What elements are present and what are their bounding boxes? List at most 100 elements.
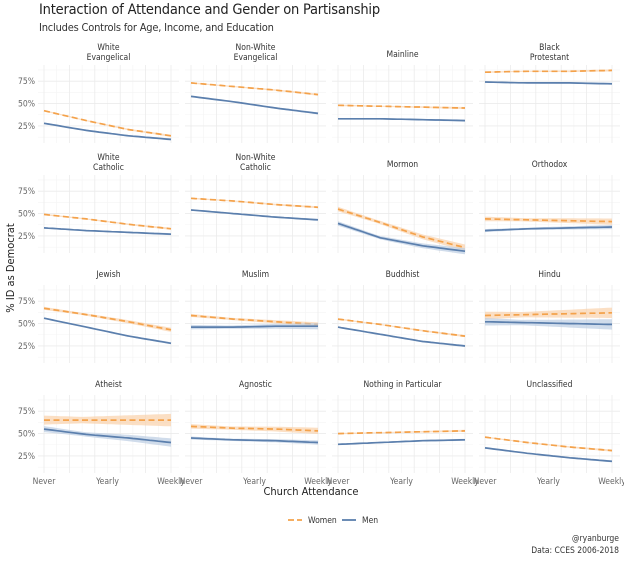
women-line xyxy=(190,425,319,432)
women-line xyxy=(43,213,172,230)
women-line xyxy=(190,82,319,96)
x-tick-label: Yearly xyxy=(389,477,413,487)
y-tick-label: 25% xyxy=(18,122,35,132)
men-line xyxy=(190,437,319,444)
strip-label-line: Agnostic xyxy=(239,380,272,390)
strip-label-line: Non-White xyxy=(236,153,276,163)
strip-label: Mainline xyxy=(386,50,418,60)
panel-white-catholic: White Catholic 25% 50% 75% xyxy=(18,153,179,253)
y-axis-title: % ID as Democrat xyxy=(4,223,17,313)
x-tick-label: Never xyxy=(474,477,498,487)
strip-label-line: Muslim xyxy=(242,270,269,280)
men-line xyxy=(43,122,172,141)
men-line xyxy=(338,117,466,122)
x-tick-label: Weekly xyxy=(304,477,332,487)
men-line xyxy=(191,325,318,328)
panel-unclassified: Unclassified Never Yearly Weekly xyxy=(474,380,624,487)
strip-label: Buddhist xyxy=(386,270,420,280)
women-line xyxy=(337,430,466,435)
y-tick-label: 50% xyxy=(18,100,35,110)
x-tick-label: Yearly xyxy=(95,477,119,487)
panel-atheist: Atheist 25% 50% 75% Never Yearly Weekly xyxy=(18,380,185,487)
strip-label-line: White xyxy=(97,153,120,163)
y-tick-label: 75% xyxy=(18,77,35,87)
panel-non-white-catholic: Non-White Catholic xyxy=(185,153,326,253)
strip-label-line: Evangelical xyxy=(87,53,131,63)
y-tick-label: 75% xyxy=(18,297,35,307)
strip-label: Non-White Catholic xyxy=(236,153,276,173)
y-tick-label: 50% xyxy=(18,210,35,220)
strip-label: Jewish xyxy=(95,270,120,280)
y-tick-label: 25% xyxy=(18,232,35,242)
x-tick-label: Yearly xyxy=(536,477,560,487)
legend-label-men: Men xyxy=(362,516,378,526)
panel-muslim: Muslim xyxy=(185,270,326,363)
strip-label-line: White xyxy=(97,43,120,53)
strip-label-line: Atheist xyxy=(95,380,122,390)
strip-label-line: Buddhist xyxy=(386,270,420,280)
panel-non-white-evangelical: Non-White Evangelical xyxy=(185,43,326,143)
men-line xyxy=(43,227,172,236)
strip-label-line: Unclassified xyxy=(527,380,573,390)
y-tick-label: 75% xyxy=(18,407,35,417)
men-line xyxy=(43,428,172,444)
strip-label: Atheist xyxy=(95,380,122,390)
strip-label: Black Protestant xyxy=(530,43,569,63)
chart-subtitle: Includes Controls for Age, Income, and E… xyxy=(39,21,274,34)
strip-label: Agnostic xyxy=(239,380,272,390)
women-line xyxy=(43,307,172,331)
legend: Women Men xyxy=(288,516,378,526)
strip-label: Unclassified xyxy=(527,380,573,390)
women-line xyxy=(484,69,613,74)
panel-mormon: Mormon xyxy=(332,160,473,255)
strip-label-line: Mormon xyxy=(387,160,418,170)
men-line xyxy=(484,447,613,463)
y-tick-label: 50% xyxy=(18,320,35,330)
women-line xyxy=(337,318,466,337)
strip-label-line: Non-White xyxy=(236,43,276,53)
y-tick-label: 25% xyxy=(18,452,35,462)
men-line xyxy=(190,209,319,221)
women-line xyxy=(337,208,466,249)
women-confidence-band xyxy=(191,424,318,434)
strip-label: White Catholic xyxy=(93,153,124,173)
caption-author: @ryanburge xyxy=(572,534,619,544)
women-confidence-band xyxy=(485,216,612,225)
strip-label-line: Orthodox xyxy=(532,160,568,170)
men-line xyxy=(43,317,172,345)
strip-label: Hindu xyxy=(538,270,561,280)
strip-label-line: Mainline xyxy=(386,50,418,60)
strip-label: Mormon xyxy=(387,160,418,170)
women-confidence-band xyxy=(485,307,612,320)
chart-title: Interaction of Attendance and Gender on … xyxy=(39,2,380,18)
panel-hindu: Hindu xyxy=(479,270,620,363)
strip-label-line: Evangelical xyxy=(234,53,278,63)
y-tick-label: 50% xyxy=(18,430,35,440)
panel-white-evangelical: White Evangelical 25% 50% 75% xyxy=(18,43,179,143)
men-line xyxy=(484,81,613,85)
panel-jewish: Jewish 25% 50% 75% xyxy=(18,270,179,363)
men-line xyxy=(190,95,319,115)
strip-label-line: Black xyxy=(539,43,560,53)
x-tick-label: Never xyxy=(327,477,351,487)
women-line xyxy=(190,314,319,326)
strip-label: Orthodox xyxy=(532,160,568,170)
women-line xyxy=(190,197,319,209)
strip-label: White Evangelical xyxy=(87,43,131,63)
women-confidence-band xyxy=(44,413,171,427)
strip-label: Muslim xyxy=(242,270,269,280)
women-line xyxy=(484,218,613,223)
men-line xyxy=(337,222,466,253)
strip-label-line: Jewish xyxy=(95,270,120,280)
men-confidence-band xyxy=(338,221,465,255)
strip-label-line: Hindu xyxy=(538,270,561,280)
strip-label-line: Catholic xyxy=(240,163,271,173)
men-line xyxy=(484,226,613,232)
women-line xyxy=(484,436,613,452)
y-tick-label: 75% xyxy=(18,187,35,197)
men-line xyxy=(485,320,612,326)
x-tick-label: Never xyxy=(33,477,57,487)
panel-mainline: Mainline xyxy=(332,50,473,143)
women-line xyxy=(43,109,172,137)
